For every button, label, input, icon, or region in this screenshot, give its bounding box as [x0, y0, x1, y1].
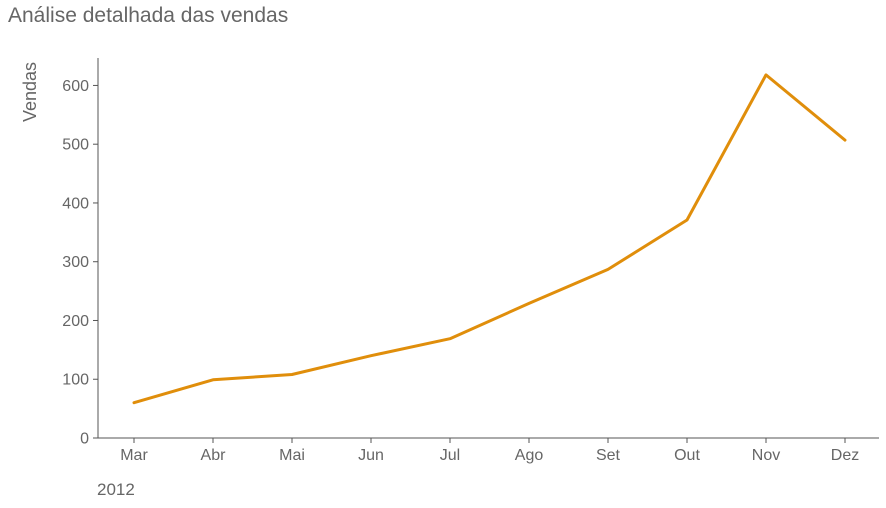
x-tick-label: Jul — [440, 447, 460, 464]
data-point — [369, 354, 373, 357]
data-point — [685, 218, 689, 222]
x-tick-label: Mar — [120, 447, 148, 464]
data-point — [764, 73, 768, 77]
data-point — [211, 378, 215, 382]
x-tick-label: Mai — [279, 447, 305, 464]
x-tick-label: Out — [674, 447, 700, 464]
x-tick-label: Jun — [358, 447, 384, 464]
y-axis-title: Vendas — [20, 62, 40, 122]
axes — [97, 58, 879, 439]
chart-title: Análise detalhada das vendas — [8, 4, 289, 27]
y-tick-label: 0 — [80, 431, 89, 448]
data-point — [448, 337, 452, 340]
x-tick-label: Dez — [831, 447, 859, 464]
y-ticks: 0 100 200 300 400 500 600 — [62, 78, 98, 448]
y-tick-label: 200 — [62, 313, 89, 330]
y-tick-label: 400 — [62, 195, 89, 212]
data-point — [606, 268, 610, 271]
x-tick-label: Set — [596, 447, 621, 464]
x-ticks: Mar Abr Mai Jun Jul Ago Set Out Nov Dez — [120, 438, 859, 464]
x-tick-label: Abr — [201, 447, 227, 464]
x-tick-label: Nov — [752, 447, 780, 464]
data-point — [843, 138, 847, 142]
y-tick-label: 300 — [62, 254, 89, 271]
y-tick-label: 500 — [62, 137, 89, 154]
x-tick-label: Ago — [515, 447, 544, 464]
data-point — [290, 373, 294, 376]
series-line — [132, 73, 847, 405]
data-point — [527, 302, 531, 305]
data-point — [132, 401, 136, 404]
series-layer — [132, 73, 847, 405]
y-tick-label: 100 — [62, 372, 89, 389]
year-label: 2012 — [97, 480, 135, 499]
y-tick-label: 600 — [62, 78, 89, 95]
